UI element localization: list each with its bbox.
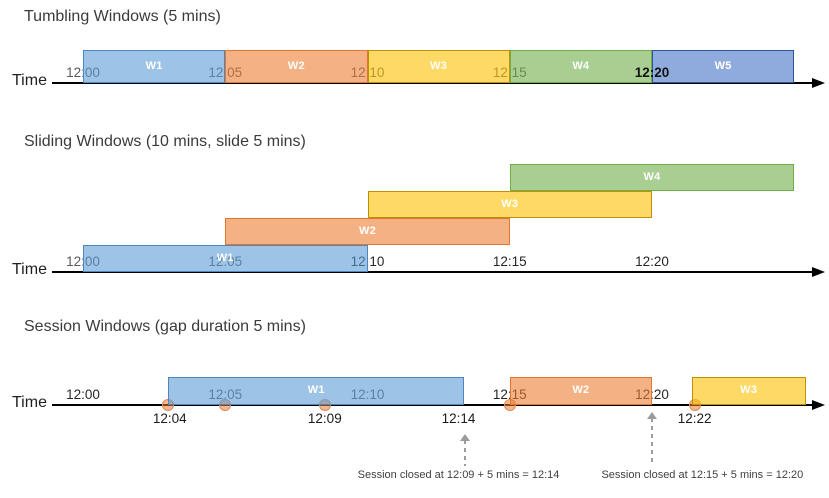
window-bar-label: W2 (572, 383, 590, 396)
session-close-annotation: Session closed at 12:15 + 5 mins = 12:20 (601, 469, 804, 481)
window-bar-label: W2 (287, 59, 305, 72)
axis-arrowhead-icon (812, 400, 825, 410)
tick-label: 12:05 (208, 387, 243, 402)
window-bar-label: W3 (430, 59, 448, 72)
event-dot (688, 399, 701, 411)
axis-arrowhead-icon (812, 267, 825, 277)
time-axis-label: Time (12, 394, 47, 411)
section-title: Sliding Windows (10 mins, slide 5 mins) (24, 133, 306, 150)
section-title: Tumbling Windows (5 mins) (24, 8, 221, 25)
window-bar-label: W4 (643, 170, 661, 183)
window-bar-label: W3 (740, 383, 758, 396)
window-bar-label: W4 (572, 59, 590, 72)
event-time-label: 12:09 (307, 411, 342, 426)
tick-label: 12:05 (208, 254, 243, 269)
time-axis-line (52, 82, 812, 84)
tick-label: 12:10 (350, 65, 385, 80)
tick-label: 12:10 (350, 387, 385, 402)
window-bar-w2: W2 (225, 50, 368, 83)
tick-label: 12:05 (208, 65, 243, 80)
window-bar-w3: W3 (691, 377, 806, 405)
time-axis-line (52, 404, 812, 406)
window-bar-w4: W4 (509, 164, 795, 191)
tick-label: 12:15 (492, 65, 527, 80)
tick-label: 12:15 (492, 387, 527, 402)
axis-arrowhead-icon (812, 78, 825, 88)
tick-label: 12:00 (66, 387, 100, 402)
window-bar-label: W2 (358, 224, 377, 237)
event-time-label: 12:22 (677, 411, 712, 426)
tick-label: 12:15 (492, 254, 527, 269)
event-time-label: 12:04 (152, 411, 187, 426)
window-bar-label: W1 (145, 59, 163, 72)
window-bar-w2: W2 (225, 218, 510, 245)
dashed-line (651, 418, 653, 466)
arrow-up-icon (647, 412, 657, 419)
window-bar-w3: W3 (367, 191, 652, 218)
window-bar-w1: W1 (83, 245, 368, 272)
window-bar-label: W1 (216, 251, 234, 264)
window-bar-w2: W2 (509, 377, 652, 405)
event-dot (318, 399, 331, 411)
window-bar-w4: W4 (509, 50, 652, 83)
window-bar-w5: W5 (652, 50, 795, 83)
tick-label: 12:10 (350, 254, 385, 269)
time-axis-label: Time (12, 261, 47, 278)
tick-label: 12:00 (66, 254, 100, 269)
time-axis-label: Time (12, 72, 47, 89)
window-bar-label: W3 (501, 197, 519, 210)
event-time-label: 12:14 (441, 411, 476, 426)
session-close-arrow (647, 412, 657, 466)
session-close-arrow (460, 434, 471, 466)
window-bar-label: W1 (307, 383, 325, 396)
window-bar-label: W5 (714, 59, 732, 72)
dashed-line (464, 440, 467, 466)
session-close-annotation: Session closed at 12:09 + 5 mins = 12:14 (357, 469, 560, 481)
window-bar-w3: W3 (367, 50, 510, 83)
tick-label: 12:20 (634, 65, 670, 80)
event-dot (219, 399, 232, 411)
time-axis-line (52, 271, 812, 273)
section-title: Session Windows (gap duration 5 mins) (24, 318, 306, 335)
event-dot (162, 399, 175, 411)
window-bar-w1: W1 (83, 50, 226, 83)
event-dot (503, 399, 516, 411)
window-bar-w1: W1 (168, 377, 465, 405)
arrow-up-icon (460, 434, 471, 441)
tick-label: 12:00 (66, 65, 100, 80)
tick-label: 12:20 (635, 387, 669, 402)
tick-label: 12:20 (635, 254, 669, 269)
